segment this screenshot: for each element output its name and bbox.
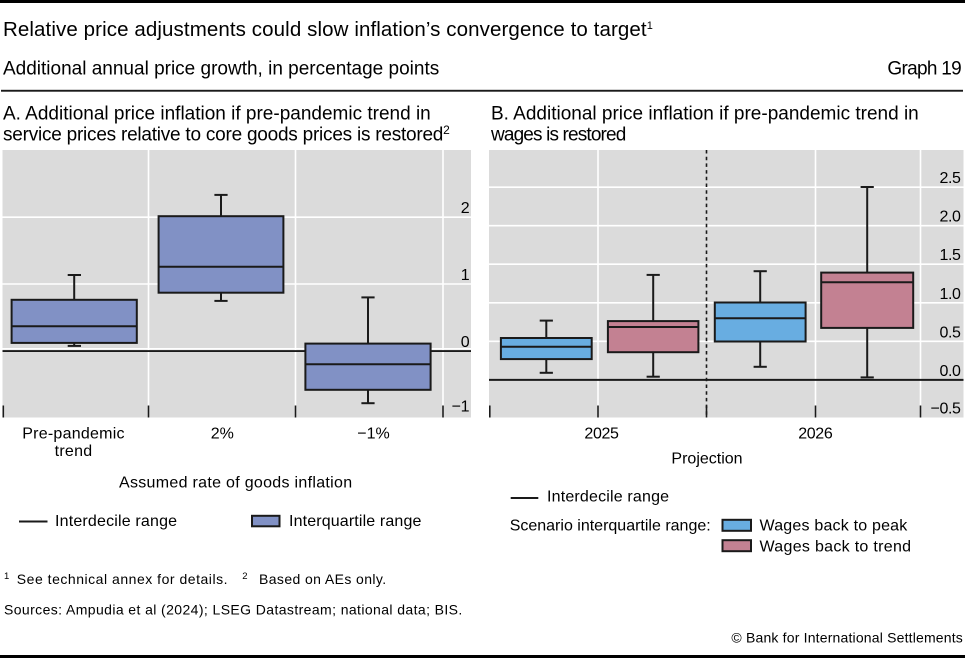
svg-text:1.5: 1.5 xyxy=(939,247,961,264)
svg-text:B. Additional price inflation: B. Additional price inflation if pre-pan… xyxy=(491,103,919,124)
svg-text:−0.5: −0.5 xyxy=(931,400,961,417)
svg-text:Interdecile range: Interdecile range xyxy=(547,489,669,506)
svg-text:1: 1 xyxy=(4,571,9,582)
svg-text:trend: trend xyxy=(55,443,93,460)
svg-text:2026: 2026 xyxy=(798,425,833,442)
svg-text:2.5: 2.5 xyxy=(939,170,961,187)
svg-text:© Bank for International Settl: © Bank for International Settlements xyxy=(731,630,963,646)
svg-text:wages is restored: wages is restored xyxy=(490,124,626,145)
svg-text:1: 1 xyxy=(461,267,470,284)
svg-text:−1: −1 xyxy=(452,399,470,416)
svg-text:Wages back to peak: Wages back to peak xyxy=(760,518,909,535)
svg-text:Pre-pandemic: Pre-pandemic xyxy=(22,425,125,442)
svg-text:−1%: −1% xyxy=(357,425,389,442)
svg-text:See technical annex for detail: See technical annex for details. xyxy=(17,571,228,587)
svg-text:0: 0 xyxy=(461,334,470,351)
svg-text:service prices relative to cor: service prices relative to core goods pr… xyxy=(3,123,450,146)
svg-text:Additional annual price growth: Additional annual price growth, in perce… xyxy=(3,58,439,79)
svg-text:A. Additional price inflation: A. Additional price inflation if pre-pan… xyxy=(3,103,431,124)
svg-text:Scenario interquartile range:: Scenario interquartile range: xyxy=(510,518,711,535)
svg-text:Sources: Ampudia et al (2024);: Sources: Ampudia et al (2024); LSEG Data… xyxy=(4,602,463,618)
svg-text:2%: 2% xyxy=(211,425,234,442)
svg-text:Interquartile range: Interquartile range xyxy=(289,513,422,530)
svg-text:Relative price adjustments cou: Relative price adjustments could slow in… xyxy=(3,18,653,41)
svg-text:0.0: 0.0 xyxy=(939,363,961,380)
svg-text:Interdecile range: Interdecile range xyxy=(55,513,177,530)
svg-text:Assumed rate of goods inflatio: Assumed rate of goods inflation xyxy=(119,475,352,492)
svg-text:Wages back to trend: Wages back to trend xyxy=(760,539,912,556)
svg-text:Based on AEs only.: Based on AEs only. xyxy=(259,571,387,587)
svg-text:1.0: 1.0 xyxy=(939,286,961,303)
svg-text:2: 2 xyxy=(242,571,247,582)
svg-text:2: 2 xyxy=(461,200,470,217)
svg-text:2025: 2025 xyxy=(584,425,619,442)
svg-text:2.0: 2.0 xyxy=(939,209,961,226)
svg-text:Graph 19: Graph 19 xyxy=(887,58,961,79)
svg-text:0.5: 0.5 xyxy=(939,324,961,341)
svg-text:Projection: Projection xyxy=(671,451,742,468)
